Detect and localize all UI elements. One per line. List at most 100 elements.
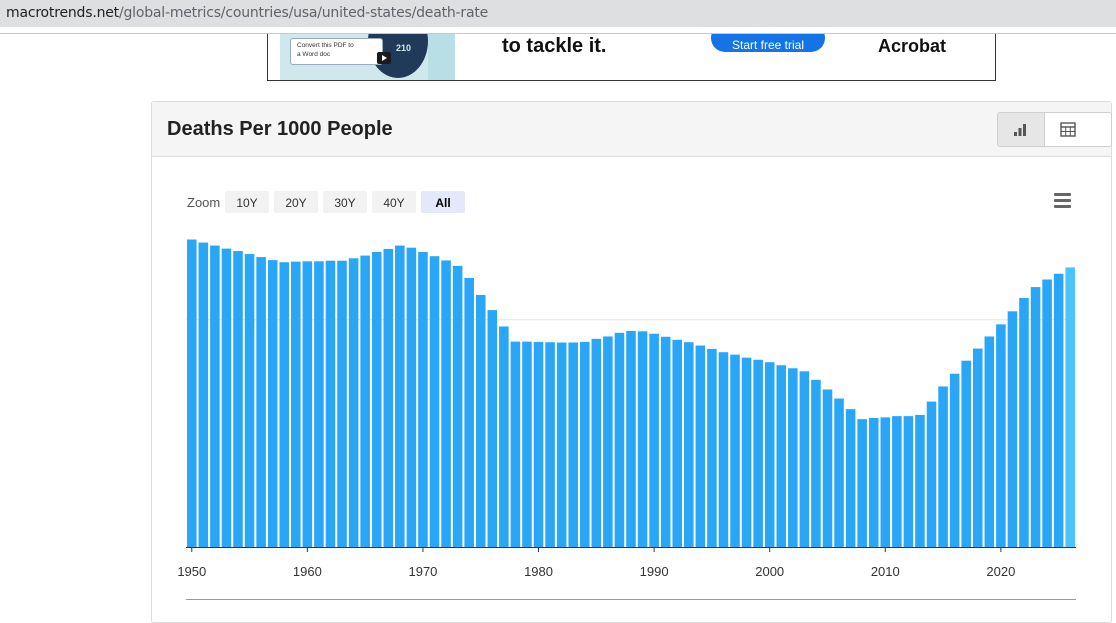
bar: [244, 254, 255, 547]
bar: [672, 339, 683, 547]
x-tick-label: 1980: [524, 564, 553, 579]
bar: [314, 261, 324, 547]
bar: [915, 414, 925, 547]
ad-banner[interactable]: 210 Convert this PDF to a Word doc to ta…: [267, 34, 996, 81]
bar: [499, 326, 509, 547]
panel-header: Deaths Per 1000 People: [152, 102, 1112, 157]
bar: [695, 345, 706, 547]
chart-view-button[interactable]: [998, 113, 1045, 146]
bar: [603, 336, 613, 547]
panel-title: Deaths Per 1000 People: [167, 118, 393, 140]
bar: [857, 419, 867, 547]
zoom-30y-button[interactable]: 30Y: [323, 191, 367, 213]
bar: [233, 251, 243, 547]
ad-document-graphic: [428, 34, 455, 80]
toolbar-divider: [0, 33, 1116, 34]
bar: [707, 348, 717, 547]
bar: [371, 251, 382, 547]
bar: [568, 342, 578, 547]
bar: [811, 379, 821, 547]
ad-thumbnail: 210 Convert this PDF to a Word doc: [280, 34, 455, 80]
bar: [614, 332, 625, 547]
url-text[interactable]: macrotrends.net/global-metrics/countries…: [6, 5, 488, 21]
x-tick-label: 2020: [986, 564, 1015, 579]
ad-card-line2: a Word doc: [297, 51, 331, 58]
bar: [441, 260, 451, 547]
play-icon: [377, 52, 391, 64]
bar: [1019, 297, 1029, 547]
bar: [487, 310, 498, 547]
bar: [1042, 279, 1052, 547]
bar: [267, 260, 278, 547]
bar: [741, 357, 752, 547]
bar: [684, 342, 694, 547]
bar: [533, 341, 544, 547]
ad-brand: Acrobat: [878, 36, 947, 56]
bar: [961, 360, 971, 547]
bar: [510, 341, 521, 547]
bar-chart-icon: [1014, 124, 1026, 136]
bar: [418, 251, 428, 547]
bar: [799, 371, 810, 547]
zoom-40y-button[interactable]: 40Y: [372, 191, 416, 213]
bar: [348, 258, 359, 547]
bar: [325, 260, 336, 547]
ad-cta-button[interactable]: Start free trial: [711, 34, 825, 52]
bar: [210, 245, 220, 547]
bar: [302, 261, 313, 547]
bar: [926, 401, 937, 547]
table-icon: [1060, 122, 1076, 137]
bar: [221, 248, 232, 547]
x-tick-label: 2000: [755, 564, 784, 579]
ad-card-line1: Convert this PDF to: [297, 42, 354, 49]
bar: [429, 256, 440, 547]
ad-card: Convert this PDF to a Word doc: [290, 38, 391, 65]
bar: [660, 336, 671, 547]
bar: [198, 242, 209, 547]
death-rate-chart: 1950 1960 1970 1980 1990 2000 2010 2020: [177, 239, 1076, 600]
bar: [1007, 311, 1018, 547]
bar: [591, 338, 602, 547]
zoom-10y-button[interactable]: 10Y: [225, 191, 269, 213]
bar: [545, 342, 555, 547]
bar: [395, 245, 405, 547]
bar: [764, 362, 775, 547]
bar: [1065, 267, 1075, 547]
table-view-button[interactable]: [1045, 113, 1091, 146]
zoom-label: Zoom: [187, 195, 221, 210]
bar: [279, 262, 290, 547]
bar: [718, 352, 729, 547]
bar: [556, 342, 567, 547]
bar: [256, 257, 266, 547]
zoom-20y-button[interactable]: 20Y: [274, 191, 318, 213]
bar: [892, 416, 902, 547]
bar: [972, 348, 983, 547]
chart-menu-icon[interactable]: [1054, 193, 1071, 208]
bar: [475, 294, 486, 547]
bar: [187, 239, 197, 547]
ad-headline: to tackle it.: [502, 35, 607, 57]
x-tick-label: 1950: [177, 564, 206, 579]
bar: [522, 341, 532, 547]
bar: [730, 354, 740, 547]
bar: [579, 341, 590, 547]
bar: [868, 417, 879, 547]
x-tick-label: 2010: [871, 564, 900, 579]
bar: [360, 255, 370, 547]
bar: [291, 261, 301, 547]
x-tick-label: 1970: [408, 564, 437, 579]
bar: [649, 333, 659, 547]
bar: [1030, 287, 1041, 547]
bar: [637, 331, 648, 547]
bar: [406, 247, 417, 547]
bar: [880, 417, 891, 547]
bar: [626, 331, 636, 547]
bar: [383, 248, 394, 547]
x-tick-label: 1960: [293, 564, 322, 579]
x-tick-label: 1990: [640, 564, 669, 579]
url-host: macrotrends.net: [6, 5, 119, 21]
address-bar[interactable]: macrotrends.net/global-metrics/countries…: [0, 0, 1116, 27]
zoom-all-button[interactable]: All: [421, 191, 465, 213]
bar: [949, 373, 960, 547]
ad-disc-number: 210: [396, 43, 412, 53]
